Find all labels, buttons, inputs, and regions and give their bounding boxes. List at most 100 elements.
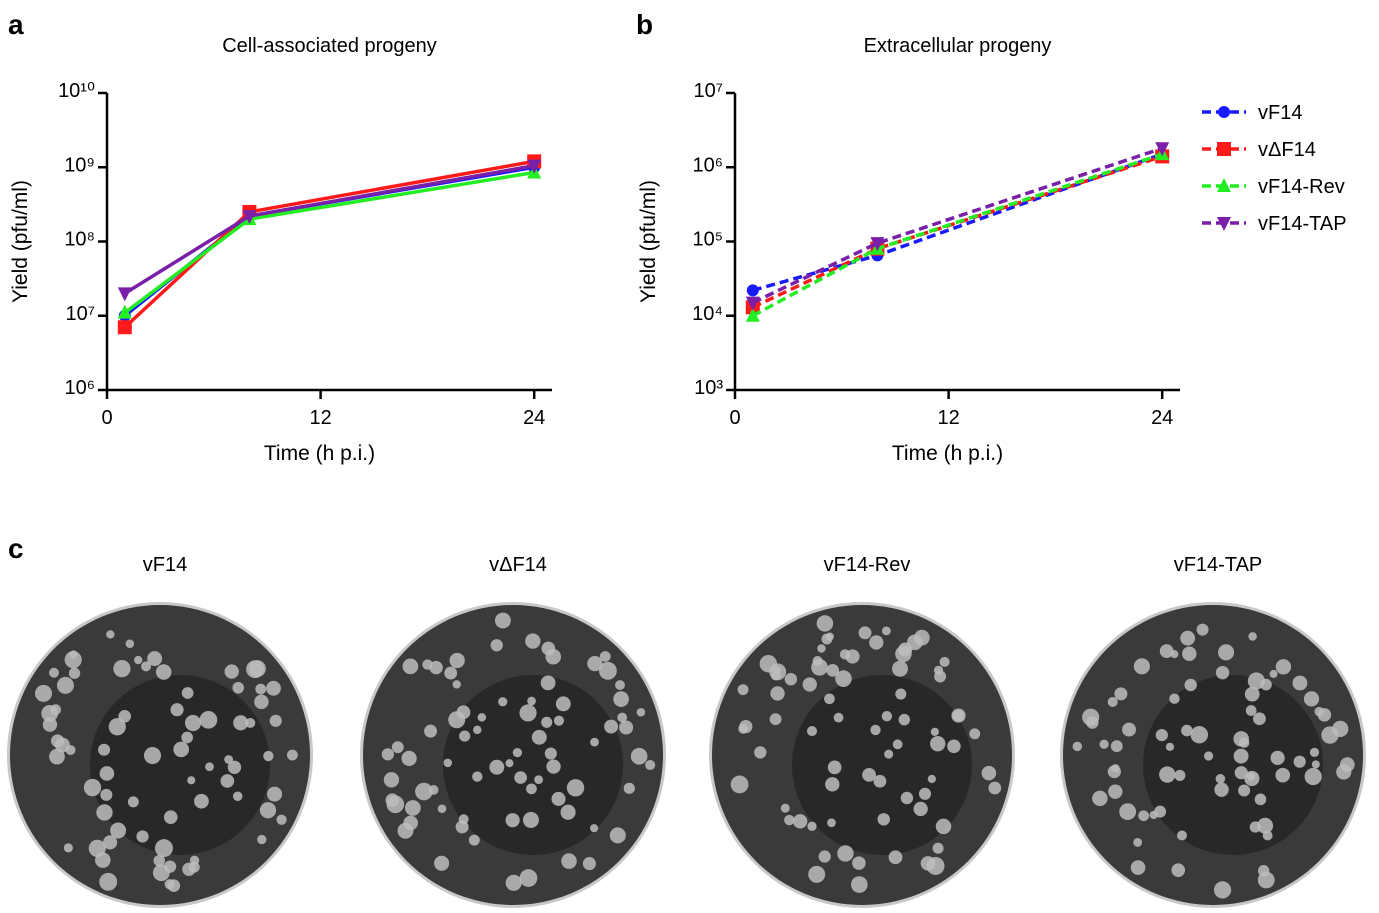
x-tick-label: 24 xyxy=(523,407,545,429)
plaque-spot xyxy=(869,635,884,650)
plaque-spot xyxy=(257,834,267,845)
plaque-spot xyxy=(1214,782,1229,797)
plaque-spot xyxy=(99,872,118,891)
plaque-spot xyxy=(1244,686,1260,702)
plaque-spot xyxy=(824,693,835,705)
y-tick-label: 10⁵ xyxy=(692,229,723,251)
plaque-spot xyxy=(1303,691,1320,707)
plaque-spot xyxy=(754,746,767,759)
plaque-spot xyxy=(1196,623,1209,636)
plaque-spot xyxy=(1248,632,1257,641)
plaque-spot xyxy=(220,774,235,788)
plaque-spot xyxy=(826,664,840,677)
panel-letter: c xyxy=(8,533,24,564)
plaque-spot xyxy=(522,811,539,828)
legend-marker xyxy=(1217,142,1231,156)
plaque-spot xyxy=(181,687,194,699)
plaque-spot xyxy=(947,739,961,754)
plaque-spot xyxy=(263,750,274,762)
plaque-spot xyxy=(730,775,749,794)
plaque-spot xyxy=(1247,672,1265,690)
plaque-spot xyxy=(1092,790,1108,807)
plaque-spot xyxy=(933,665,944,675)
marker xyxy=(242,210,257,225)
plaque-spot xyxy=(1177,830,1187,841)
plaque-spot xyxy=(546,759,561,774)
plaque-spot xyxy=(1133,658,1150,675)
plaque-spot xyxy=(873,774,887,788)
plate-title: vΔF14 xyxy=(489,554,547,576)
plaque-spot xyxy=(56,676,74,694)
plaque-spot xyxy=(505,759,514,768)
marker xyxy=(117,304,132,319)
plaque-spot xyxy=(391,741,404,754)
y-tick-label: 10⁶ xyxy=(693,154,723,176)
x-tick-label: 24 xyxy=(1151,407,1173,429)
marker xyxy=(117,320,132,335)
plaque-spot xyxy=(526,783,537,795)
plaque-spot xyxy=(1340,757,1355,772)
x-tick-label: 12 xyxy=(309,407,331,429)
plaque-spot xyxy=(770,670,781,681)
y-tick-label: 10³ xyxy=(694,377,723,399)
plaque-spot xyxy=(806,726,818,737)
plaque-spot xyxy=(599,651,611,662)
plaque-spot xyxy=(895,688,907,700)
plaque-spot xyxy=(1317,708,1332,722)
plaque-spot xyxy=(1257,871,1275,889)
marker xyxy=(746,284,759,297)
plaque-spot xyxy=(935,818,952,835)
plaque-spot xyxy=(1238,784,1251,797)
plaque-spot xyxy=(68,667,81,679)
plaque-spot xyxy=(951,708,966,723)
plaque-spot xyxy=(224,664,239,679)
plaque-spot xyxy=(173,741,189,758)
plaque-spot xyxy=(525,633,541,649)
plaque-spot xyxy=(769,713,782,726)
plaque-spot xyxy=(837,845,854,862)
plaque-spot xyxy=(232,681,244,694)
plaque-spot xyxy=(988,781,1002,795)
plaque-spot xyxy=(477,713,487,722)
plaque-spot xyxy=(498,697,508,707)
plaque-spot xyxy=(113,660,131,678)
plaque-spot xyxy=(519,704,537,722)
plaque-spot xyxy=(519,869,538,887)
plaque-spot xyxy=(163,860,177,873)
plaque-spot xyxy=(154,839,173,858)
plaque-spot xyxy=(188,861,200,873)
series-line xyxy=(752,154,1163,309)
plaque-spot xyxy=(422,659,433,670)
panel-letter: b xyxy=(636,9,653,40)
plaque-spot xyxy=(1257,817,1274,834)
plaque-spot xyxy=(833,712,844,723)
plaque-spot xyxy=(913,801,928,817)
plate-shade xyxy=(443,675,623,855)
plaque-spot xyxy=(929,735,946,752)
plaque-spot xyxy=(862,767,876,782)
plaque-spot xyxy=(770,686,785,701)
y-tick-label: 10⁴ xyxy=(692,303,723,325)
plaque-spot xyxy=(566,779,585,797)
plaque-spot xyxy=(636,707,646,717)
plaque-spot xyxy=(1275,767,1291,783)
y-axis-label: Yield (pfu/ml) xyxy=(9,180,32,303)
legend-marker xyxy=(1217,217,1231,231)
plaque-spot xyxy=(738,723,749,734)
marker xyxy=(1155,142,1170,157)
plaque-spot xyxy=(1262,830,1273,841)
y-tick-label: 10¹⁰ xyxy=(58,80,95,102)
plaque-spot xyxy=(560,804,576,820)
series-line xyxy=(123,159,535,329)
plaque-spot xyxy=(1107,765,1121,779)
plaque-spot xyxy=(232,791,243,802)
plaque-spot xyxy=(827,818,836,828)
plaque-spot xyxy=(1149,810,1158,820)
plaque-spot xyxy=(98,743,111,756)
plaque-spot xyxy=(784,814,795,826)
plaque-spot xyxy=(1174,769,1186,781)
plaque-spot xyxy=(449,652,465,669)
plaque-spot xyxy=(827,760,842,775)
plaque-spot xyxy=(505,874,522,891)
plaque-spot xyxy=(884,749,894,759)
